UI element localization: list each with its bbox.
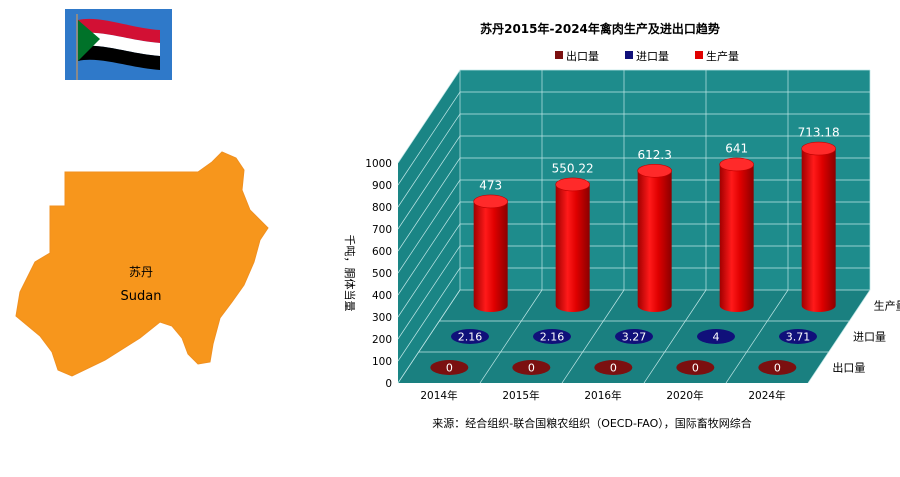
floor-line xyxy=(725,289,789,384)
data-label: 473 xyxy=(479,178,502,192)
x-tick-label: 2020年 xyxy=(666,389,703,402)
bar-top xyxy=(473,194,508,209)
x-tick-label: 2015年 xyxy=(502,389,539,402)
bar-disk xyxy=(594,360,633,375)
bar-disk xyxy=(676,360,715,375)
depth-label: 生产量 xyxy=(874,299,900,313)
chart-title: 苏丹2015年-2024年禽肉生产及进出口趋势 xyxy=(480,21,720,36)
data-label: 550.22 xyxy=(552,161,594,175)
bar-top xyxy=(801,141,836,156)
y-tick-label: 1000 xyxy=(365,158,392,170)
bar xyxy=(555,184,590,312)
bar-top xyxy=(719,157,754,172)
y-tick-label: 100 xyxy=(372,356,392,368)
floor-line xyxy=(807,289,871,384)
bar-disk xyxy=(615,329,653,344)
data-label: 612.3 xyxy=(637,148,671,162)
flag-icon xyxy=(65,9,172,80)
depth-label: 出口量 xyxy=(832,361,865,375)
y-tick-label: 300 xyxy=(372,312,392,324)
bar-disk xyxy=(758,360,797,375)
data-label: 0 xyxy=(528,362,535,375)
legend-swatch xyxy=(555,51,563,59)
data-label: 0 xyxy=(610,362,617,375)
data-label: 0 xyxy=(692,362,699,375)
floor-line xyxy=(643,289,707,384)
bar xyxy=(801,148,836,312)
y-tick-label: 200 xyxy=(372,334,392,346)
chart-panel: 0 100 200 300 400 500 600 700 800 900 1000 千吨，胴体当量 2… xyxy=(300,0,900,473)
chart-svg: 01002003004005006007008009001000千吨，胴体当量2… xyxy=(343,21,900,430)
bar-disk xyxy=(779,329,817,344)
bar-disk xyxy=(430,360,469,375)
x-tick-label: 2016年 xyxy=(584,389,621,402)
bar-disk xyxy=(451,329,489,344)
y-tick-label: 900 xyxy=(372,180,392,192)
bar-disk xyxy=(697,329,735,344)
flag-black-stripe xyxy=(78,45,160,70)
bar-disk xyxy=(512,360,551,375)
data-label: 4 xyxy=(713,331,720,344)
bar-top xyxy=(637,163,672,178)
x-tick-label: 2014年 xyxy=(420,389,457,402)
bar xyxy=(637,170,672,312)
depth-label: 进口量 xyxy=(853,331,886,344)
map-label-en: Sudan xyxy=(121,289,162,304)
bar xyxy=(719,164,754,312)
legend-label: 生产量 xyxy=(706,49,739,63)
floor-line xyxy=(561,289,625,384)
y-tick-label: 800 xyxy=(372,202,392,214)
data-label: 3.71 xyxy=(786,331,811,344)
flag-green-triangle xyxy=(78,20,100,61)
floor-line xyxy=(397,289,461,384)
data-label: 0 xyxy=(446,362,453,375)
legend-label: 出口量 xyxy=(566,49,599,63)
legend-swatch xyxy=(625,51,633,59)
sudan-map-shape xyxy=(15,151,269,377)
flag-red-stripe xyxy=(78,18,160,43)
data-label: 641 xyxy=(725,141,748,155)
data-label: 713.18 xyxy=(798,126,840,140)
map-figure: 苏丹 Sudan xyxy=(15,9,269,377)
source-note: 来源：经合组织-联合国粮农组织（OECD-FAO），国际畜牧网综合 xyxy=(432,416,752,430)
map-label-cn: 苏丹 xyxy=(129,265,153,279)
bar-top xyxy=(555,177,590,192)
legend-label: 进口量 xyxy=(636,50,669,63)
y-tick-label: 400 xyxy=(372,290,392,302)
bar xyxy=(473,201,508,312)
floor-line xyxy=(479,289,543,384)
data-label: 0 xyxy=(774,362,781,375)
x-tick-label: 2024年 xyxy=(748,389,785,402)
y-axis-label: 千吨，胴体当量 xyxy=(343,235,357,312)
y-tick-label: 0 xyxy=(385,378,392,390)
left-panel: 苏丹 Sudan xyxy=(0,0,300,473)
legend-swatch xyxy=(695,51,703,59)
y-tick-label: 500 xyxy=(372,268,392,280)
y-tick-label: 700 xyxy=(372,224,392,236)
data-label: 2.16 xyxy=(540,331,565,344)
bar-disk xyxy=(533,329,571,344)
y-tick-label: 600 xyxy=(372,246,392,258)
data-label: 3.27 xyxy=(622,331,647,344)
data-label: 2.16 xyxy=(458,331,483,344)
